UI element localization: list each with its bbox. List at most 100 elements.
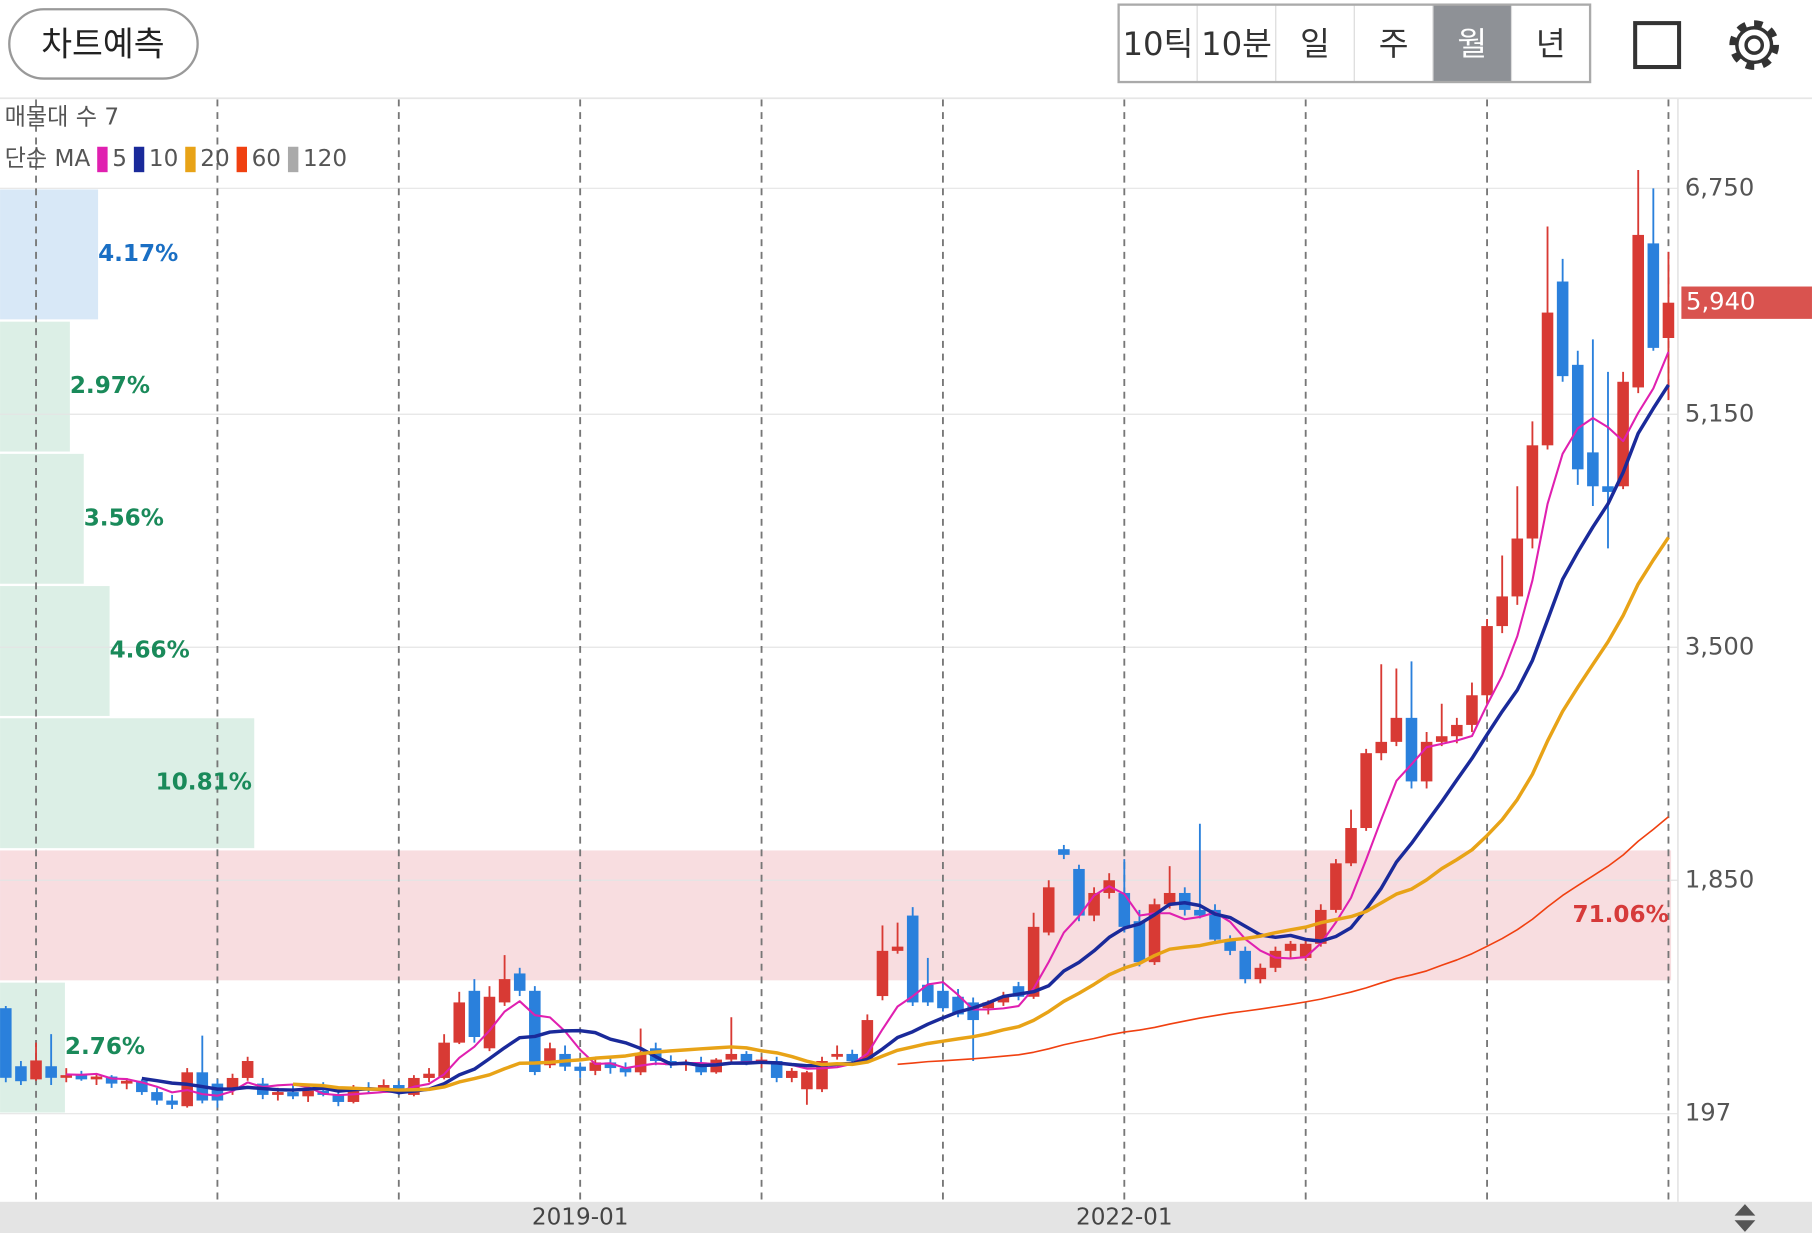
volume-profile-label: 2.97% xyxy=(70,373,150,399)
period-label[interactable]: 일 xyxy=(1300,25,1330,63)
y-tick-label: 1,850 xyxy=(1685,864,1754,893)
candle-body xyxy=(90,1076,103,1080)
candle-body xyxy=(136,1080,148,1093)
y-tick-label: 6,750 xyxy=(1685,172,1754,201)
settings-icon[interactable] xyxy=(1729,20,1780,70)
candle-body xyxy=(1194,909,1206,916)
candle-body xyxy=(982,1002,995,1009)
period-label[interactable]: 10분 xyxy=(1201,25,1272,63)
period-selector: 10틱 10분 일 주 월 년 xyxy=(1117,3,1592,84)
candle-body xyxy=(1073,868,1085,916)
overlay: 4.17% 2.97% 3.56% 4.66% 10.81% 71.06% 2.76% 6,7… xyxy=(5,104,1812,1230)
candle-body xyxy=(906,915,919,1003)
candle-body xyxy=(1420,741,1433,782)
candle-body xyxy=(922,984,934,1003)
candle-body xyxy=(1390,717,1403,742)
predict-button-label[interactable]: 차트예측 xyxy=(41,25,164,64)
candle-body xyxy=(876,950,889,997)
predict-button[interactable] xyxy=(8,8,199,80)
candle-body xyxy=(1662,302,1675,339)
candle-body xyxy=(423,1073,435,1078)
period-label[interactable]: 월 xyxy=(1457,25,1487,63)
y-tick-label: 5,150 xyxy=(1685,398,1754,427)
candle-body xyxy=(1451,724,1463,737)
fullscreen-icon[interactable] xyxy=(1633,21,1682,70)
ma-legend-swatch xyxy=(287,146,299,173)
moving-average-line xyxy=(292,536,1670,1092)
candle-body xyxy=(967,1002,979,1021)
candle-body xyxy=(1012,986,1025,997)
candle-body xyxy=(1345,828,1357,864)
candle-body xyxy=(468,990,481,1038)
candle-body xyxy=(997,996,1010,1003)
candle-body xyxy=(15,1066,27,1082)
y-tick-label: 3,500 xyxy=(1685,631,1754,660)
candle-body xyxy=(1224,939,1236,951)
candle-body xyxy=(846,1053,859,1062)
current-price-label: 5,940 xyxy=(1686,287,1755,316)
volume-profile-label: 3.56% xyxy=(84,505,164,531)
candle-body xyxy=(1299,943,1312,958)
ma-legend-label: 10 xyxy=(149,146,178,172)
candle-body xyxy=(1405,717,1418,782)
period-button[interactable] xyxy=(1118,4,1198,83)
candle-body xyxy=(1541,312,1554,446)
candle-body xyxy=(287,1092,299,1097)
candle-body xyxy=(105,1076,118,1084)
candle-body xyxy=(1148,904,1161,963)
candle-body xyxy=(45,1066,57,1078)
period-button[interactable] xyxy=(1275,4,1355,83)
candle-body xyxy=(1284,943,1297,951)
volume-profile-label: 10.81% xyxy=(156,770,252,796)
candle-body xyxy=(151,1092,163,1101)
candle-body xyxy=(1602,486,1614,492)
candle-body xyxy=(1617,381,1629,487)
plot-area xyxy=(0,99,1678,1202)
candle-body xyxy=(1496,596,1508,627)
ma-legend-label: 120 xyxy=(303,146,347,172)
period-label[interactable]: 년 xyxy=(1536,25,1566,63)
candle-body xyxy=(211,1083,224,1101)
scale-handle-icon[interactable] xyxy=(1734,1204,1756,1232)
volume-profile-bar xyxy=(0,453,84,584)
candle-body xyxy=(816,1061,828,1090)
candle-body xyxy=(1315,909,1327,944)
period-label[interactable]: 10틱 xyxy=(1122,25,1193,63)
candle-body xyxy=(1330,863,1342,910)
candle-body xyxy=(1360,753,1372,829)
candle-body xyxy=(1556,281,1569,377)
candle-body xyxy=(1375,741,1388,754)
candle-body xyxy=(604,1062,617,1069)
x-tick-label: 2019-01 xyxy=(532,1204,629,1230)
x-axis-band xyxy=(0,1201,1812,1233)
candle-body xyxy=(0,1008,12,1078)
ma-legend-label: 60 xyxy=(252,146,281,172)
volume-profile-bar xyxy=(0,189,99,320)
candle-body xyxy=(453,1002,466,1043)
candle-body xyxy=(513,973,526,991)
volume-profile-label: 4.17% xyxy=(98,241,178,267)
candle-body xyxy=(1239,950,1252,980)
x-tick-label: 2022-01 xyxy=(1076,1204,1173,1230)
candle-body xyxy=(891,946,904,951)
candle-body xyxy=(770,1061,783,1078)
candle-body xyxy=(740,1053,753,1063)
candle-body xyxy=(544,1048,556,1066)
candle-body xyxy=(529,990,541,1073)
current-price-tag xyxy=(1681,286,1812,319)
volume-profile-bar xyxy=(0,586,110,716)
volume-profile-label: 4.66% xyxy=(110,638,190,664)
candle-body xyxy=(166,1100,178,1105)
period-label[interactable]: 주 xyxy=(1379,25,1409,63)
candle-body xyxy=(1647,243,1660,348)
candle-body xyxy=(937,990,949,1009)
volume-profile-label: 71.06% xyxy=(1572,902,1668,928)
candle-body xyxy=(1526,445,1539,539)
moving-average-line xyxy=(897,816,1669,1066)
candle-body xyxy=(75,1075,88,1080)
candle-body xyxy=(438,1042,450,1078)
candle-body xyxy=(1163,892,1176,905)
candle-body xyxy=(952,996,964,1015)
candle-body xyxy=(1466,695,1478,725)
moving-average-line xyxy=(141,383,1670,1095)
